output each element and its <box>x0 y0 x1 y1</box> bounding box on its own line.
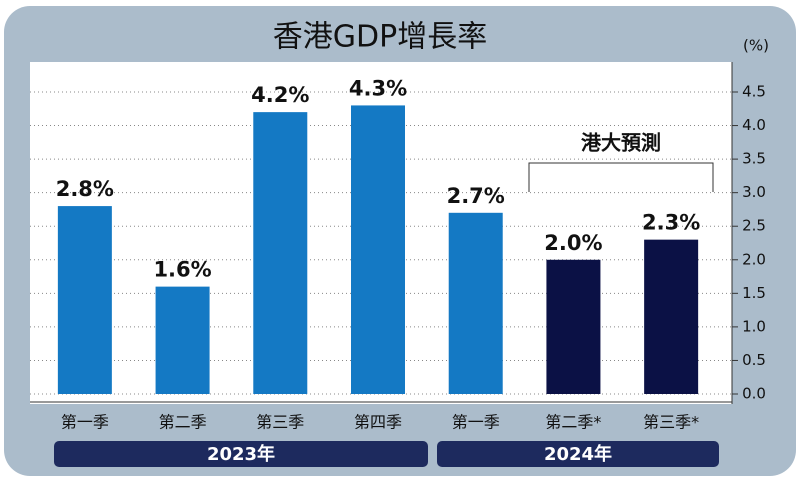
x-tick-label: 第二季 <box>159 413 207 432</box>
data-label: 2.8% <box>56 177 114 201</box>
x-tick-label: 第三季* <box>643 413 699 432</box>
bar <box>253 112 308 394</box>
bar <box>546 259 601 394</box>
data-label: 2.7% <box>447 184 505 208</box>
y-tick-label: 3.5 <box>742 150 766 168</box>
group-band <box>54 441 428 467</box>
x-tick-label: 第一季 <box>61 413 109 432</box>
data-label: 4.2% <box>251 83 309 107</box>
annotation-bracket <box>528 162 714 192</box>
bar <box>351 105 405 394</box>
y-tick-label: 0.5 <box>742 351 766 369</box>
y-tick-label: 3.0 <box>742 183 766 201</box>
chart-title: 香港GDP增長率 <box>273 20 487 55</box>
data-label: 1.6% <box>153 258 211 282</box>
group-label: 2023年 <box>207 443 275 465</box>
y-tick-label: 4.0 <box>742 116 766 134</box>
y-tick-label: 4.5 <box>742 83 766 101</box>
annotation: 港大預測 <box>581 131 661 155</box>
data-label: 2.0% <box>544 231 602 255</box>
data-label: 2.3% <box>642 211 700 235</box>
x-tick-label: 第一季 <box>452 413 500 432</box>
bar <box>57 206 112 394</box>
group-label: 2024年 <box>544 443 612 465</box>
y-axis-label: (%) <box>743 37 769 55</box>
x-tick-label: 第四季 <box>354 413 402 432</box>
x-tick-label: 第二季* <box>545 413 601 432</box>
y-tick-label: 2.0 <box>742 250 766 268</box>
y-tick-label: 0.0 <box>742 385 766 403</box>
x-tick-label: 第三季 <box>256 413 304 432</box>
bar <box>644 239 699 394</box>
y-tick-label: 2.5 <box>742 217 766 235</box>
bar <box>448 212 503 394</box>
group-band <box>437 441 719 467</box>
bar <box>155 286 210 394</box>
y-tick-label: 1.5 <box>742 284 766 302</box>
data-label: 4.3% <box>349 76 407 100</box>
y-tick-label: 1.0 <box>742 317 766 335</box>
